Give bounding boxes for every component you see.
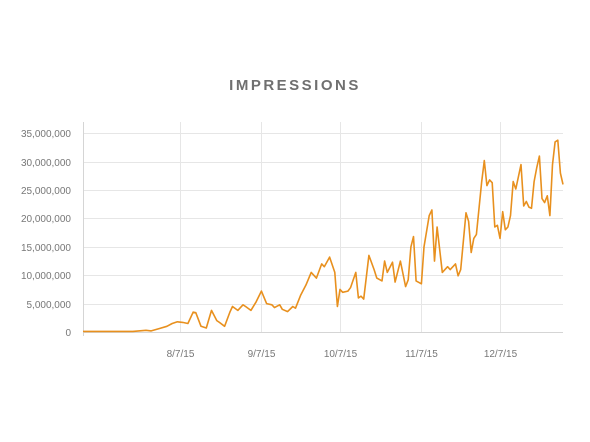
- y-tick-label: 5,000,000: [27, 300, 72, 311]
- y-tick-label: 35,000,000: [21, 129, 71, 140]
- x-tick-labels: 8/7/15 9/7/15 10/7/15 11/7/15 12/7/15: [167, 349, 518, 360]
- chart-title: IMPRESSIONS: [229, 77, 361, 94]
- y-tick-label: 10,000,000: [21, 271, 71, 282]
- x-tick-label: 8/7/15: [167, 349, 195, 360]
- y-tick-labels: 0 5,000,000 10,000,000 15,000,000 20,000,000…: [21, 129, 72, 339]
- grid-lines: [83, 122, 563, 332]
- impressions-series-line: [83, 139, 564, 333]
- x-tick-label: 11/7/15: [405, 349, 438, 360]
- y-tick-label: 30,000,000: [21, 158, 71, 169]
- y-tick-label: 0: [65, 328, 71, 339]
- x-tick-label: 9/7/15: [248, 349, 276, 360]
- y-tick-label: 25,000,000: [21, 186, 71, 197]
- axes: [83, 122, 563, 336]
- x-tick-label: 12/7/15: [484, 349, 518, 360]
- y-tick-label: 20,000,000: [21, 214, 71, 225]
- y-tick-label: 15,000,000: [21, 243, 71, 254]
- x-tick-label: 10/7/15: [324, 349, 358, 360]
